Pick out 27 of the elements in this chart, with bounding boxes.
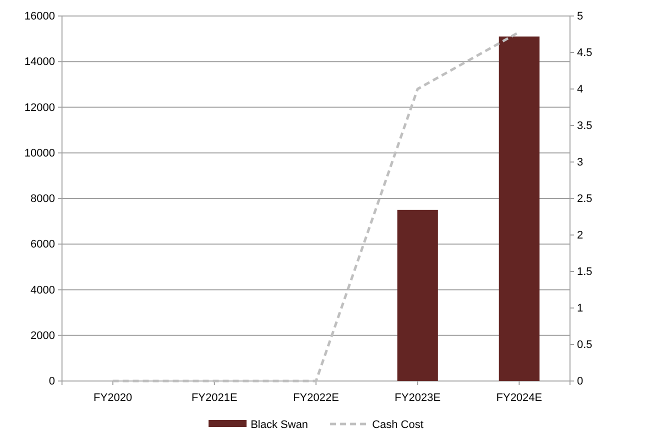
y-tick-label: 14000 xyxy=(24,56,55,68)
y-tick-label: 6000 xyxy=(30,238,55,251)
x-tick-label: FY2024E xyxy=(496,392,542,404)
y2-tick-label: 4.5 xyxy=(577,47,592,60)
y2-tick-label: 3.5 xyxy=(577,120,592,132)
y2-tick-label: 4 xyxy=(577,84,584,96)
y-tick-label: 2000 xyxy=(30,330,55,342)
y2-tick-label: 1.5 xyxy=(577,266,592,278)
y-tick-label: 10000 xyxy=(24,147,55,160)
legend-label: Cash Cost xyxy=(372,419,424,431)
y2-tick-label: 3 xyxy=(577,156,584,169)
y-tick-label: 16000 xyxy=(24,10,55,23)
x-tick-label: FY2020 xyxy=(94,392,132,404)
x-tick-label: FY2022E xyxy=(293,392,339,404)
x-tick-label: FY2023E xyxy=(394,392,441,404)
y-tick-label: 0 xyxy=(48,376,55,388)
y-tick-label: 12000 xyxy=(24,102,55,114)
y2-tick-label: 5 xyxy=(577,10,584,23)
y-tick-label: 4000 xyxy=(30,284,55,296)
y2-tick-label: 2 xyxy=(577,230,584,242)
y2-tick-label: 2.5 xyxy=(577,193,592,206)
y-tick-label: 8000 xyxy=(30,193,55,206)
y2-tick-label: 1 xyxy=(577,302,584,315)
y2-tick-label: 0 xyxy=(577,376,584,388)
x-tick-label: FY2021E xyxy=(191,392,238,404)
legend-label: Black Swan xyxy=(250,419,308,431)
y2-tick-label: 0.5 xyxy=(577,339,592,352)
